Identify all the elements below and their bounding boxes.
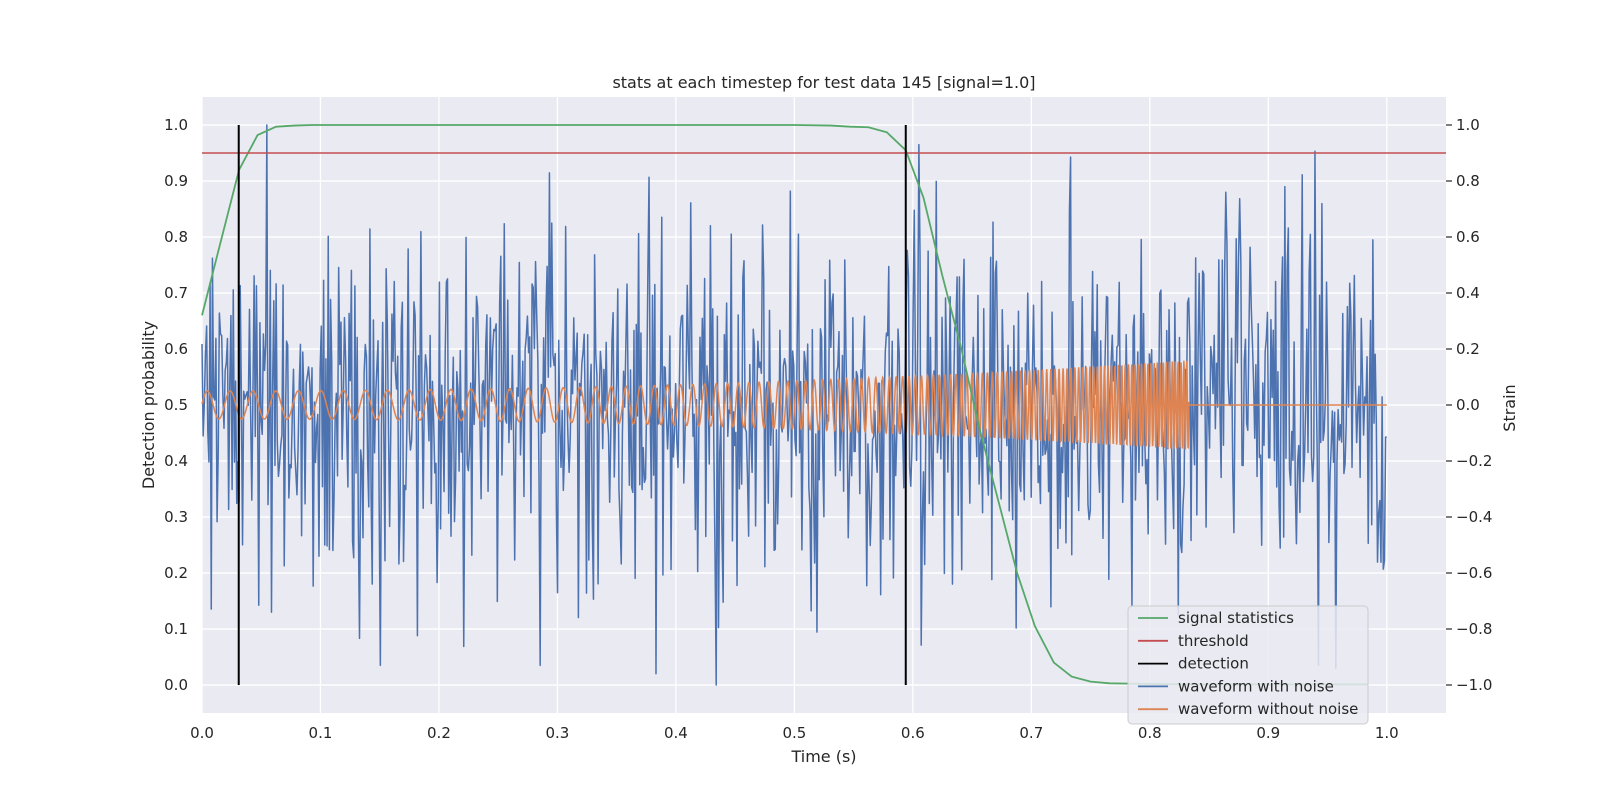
y2-axis-label: Strain: [1500, 384, 1519, 431]
y2-tick-label: −0.8: [1456, 620, 1492, 638]
x-tick-label: 0.7: [1019, 724, 1043, 742]
y2-tick-label: −0.4: [1456, 508, 1492, 526]
y2-tick-label: 0.0: [1456, 396, 1480, 414]
legend-label: waveform without noise: [1178, 700, 1358, 718]
chart-title: stats at each timestep for test data 145…: [612, 73, 1035, 92]
legend-label: waveform with noise: [1178, 677, 1334, 695]
x-tick-label: 0.5: [782, 724, 806, 742]
series-waveform-without-noise: [201, 360, 1387, 450]
y-tick-label: 0.8: [164, 228, 188, 246]
y-tick-label: 1.0: [164, 116, 188, 134]
y-tick-label: 0.6: [164, 340, 188, 358]
x-tick-label: 0.3: [545, 724, 569, 742]
y2-tick-label: 0.6: [1456, 228, 1480, 246]
x-tick-label: 0.0: [190, 724, 214, 742]
legend-label: detection: [1178, 655, 1249, 673]
y2-tick-label: 0.8: [1456, 172, 1480, 190]
y-tick-label: 0.2: [164, 564, 188, 582]
y2-tick-label: 0.2: [1456, 340, 1480, 358]
y-tick-label: 0.9: [164, 172, 188, 190]
y-tick-label: 0.3: [164, 508, 188, 526]
legend-box: [1127, 605, 1369, 725]
legend: signal statistics threshold detection wavef…: [1127, 605, 1369, 725]
y2-tick-label: −0.2: [1456, 452, 1492, 470]
x-tick-label: 1.0: [1375, 724, 1399, 742]
y2-tick-label: 0.4: [1456, 284, 1480, 302]
y-tick-label: 0.0: [164, 676, 188, 694]
y2-tick-label: −0.6: [1456, 564, 1492, 582]
x-tick-label: 0.2: [427, 724, 451, 742]
legend-label: signal statistics: [1178, 609, 1294, 627]
legend-label: threshold: [1178, 632, 1249, 650]
y-tick-label: 0.5: [164, 396, 188, 414]
x-tick-label: 0.1: [309, 724, 333, 742]
x-tick-label: 0.4: [664, 724, 688, 742]
x-tick-label: 0.8: [1138, 724, 1162, 742]
y-axis-label: Detection probability: [139, 321, 158, 489]
x-axis-label: Time (s): [790, 747, 856, 766]
y-tick-label: 0.7: [164, 284, 188, 302]
y-tick-label: 0.1: [164, 620, 188, 638]
y2-tick-label: 1.0: [1456, 116, 1480, 134]
y-tick-label: 0.4: [164, 452, 188, 470]
x-tick-label: 0.6: [901, 724, 925, 742]
ticks: 0.0 0.1 0.2 0.3 0.4 0.5 0.6 0.7 0.8 0.9 1.0 0.0 0.1 0…: [164, 116, 1492, 742]
x-tick-label: 0.9: [1256, 724, 1280, 742]
y2-tick-label: −1.0: [1456, 676, 1492, 694]
